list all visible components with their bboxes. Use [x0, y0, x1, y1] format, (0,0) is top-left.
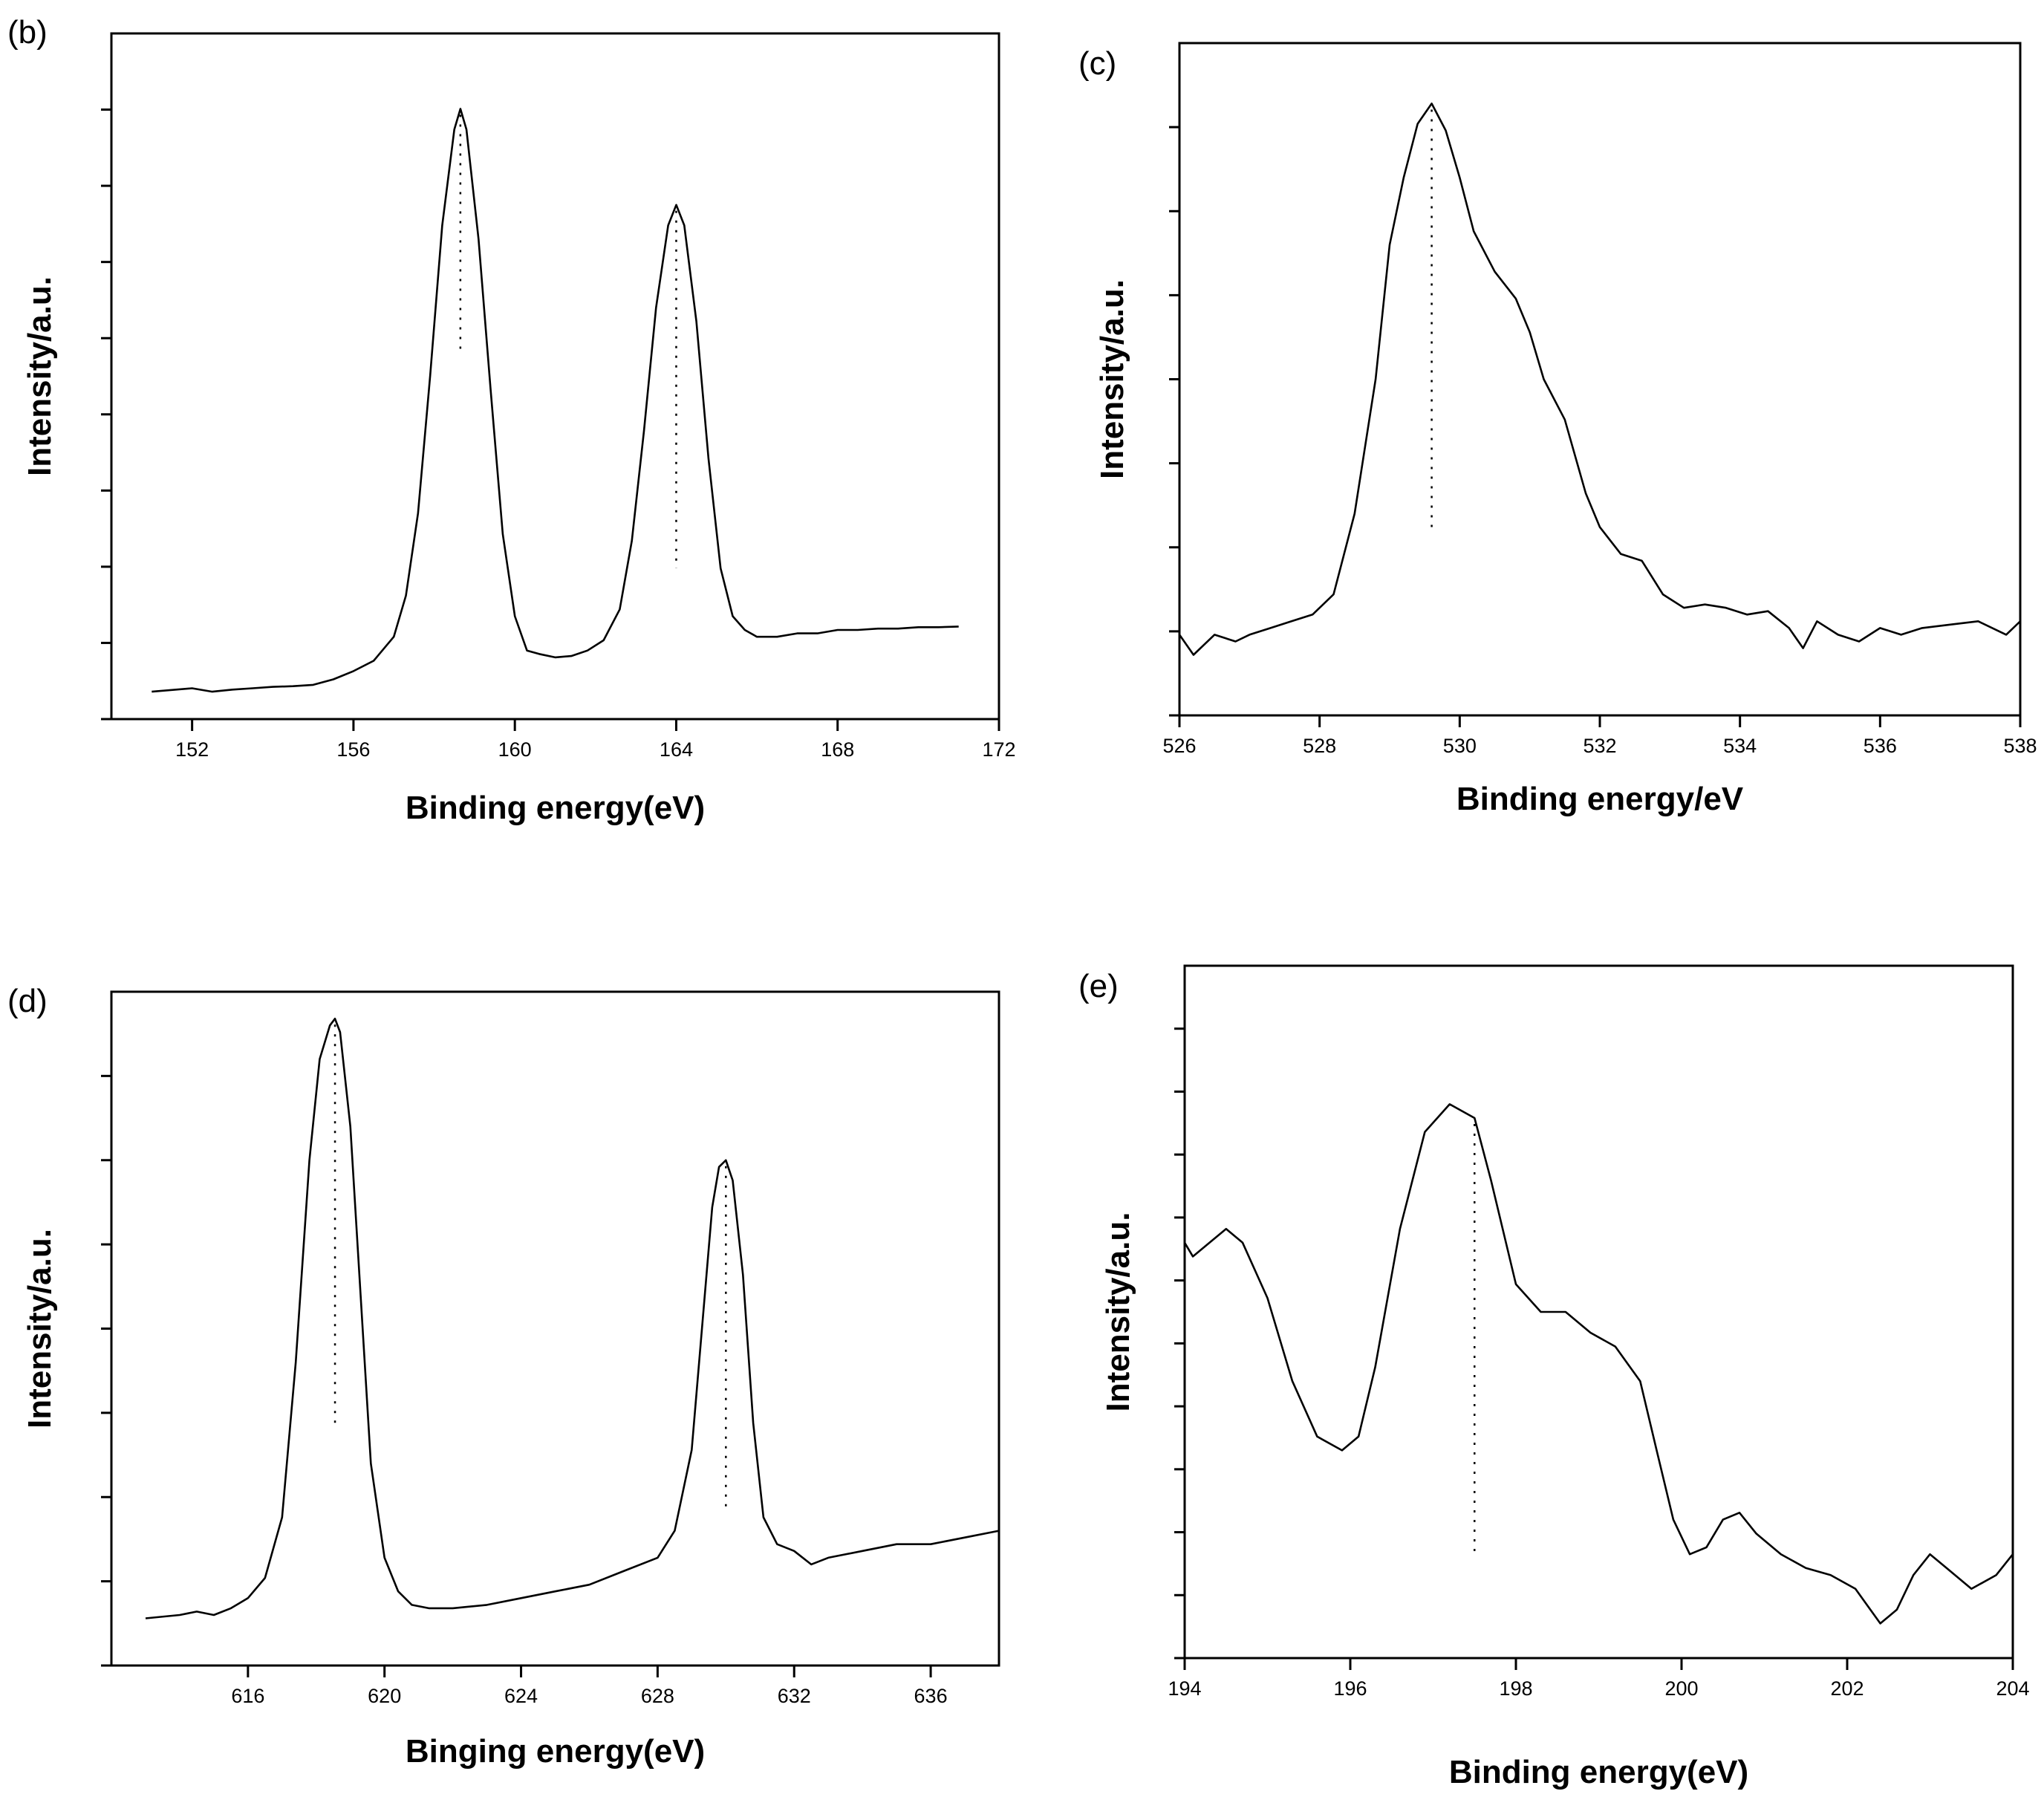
- spectrum-line: [152, 108, 959, 693]
- panel-label: (b): [7, 14, 48, 51]
- x-tick-label: 200: [1664, 1677, 1698, 1700]
- x-tick-label: 624: [504, 1685, 538, 1707]
- chart-panel-d: 616 620 624 628 632 636 (d) Binging energy(eV) I…: [7, 983, 1000, 1770]
- x-tick-label: 538: [2003, 735, 2037, 757]
- chart-panel-e: 194 196 198 200 202 204 (e) Binding energy(eV) I…: [1078, 964, 2030, 1790]
- y-axis-title: Intensity/a.u.: [22, 276, 58, 476]
- y-axis-title: Intensity/a.u.: [1100, 1212, 1136, 1412]
- x-tick-label: 196: [1333, 1677, 1367, 1700]
- plot-frame: [110, 32, 1000, 721]
- x-tick-label: 168: [821, 738, 854, 761]
- x-tick-label: 526: [1162, 735, 1196, 757]
- x-tick-label: 632: [778, 1685, 811, 1707]
- y-axis-title: Intensity/a.u.: [1094, 279, 1130, 479]
- x-tick-label: 636: [914, 1685, 948, 1707]
- panel-label: (e): [1078, 968, 1119, 1004]
- x-tick-label: 204: [1996, 1677, 2029, 1700]
- x-tick-label: 164: [660, 738, 693, 761]
- spectrum-line: [145, 1018, 1000, 1619]
- x-tick-label: 172: [982, 738, 1015, 761]
- x-tick-label: 536: [1864, 735, 1897, 757]
- x-tick-label: 534: [1723, 735, 1757, 757]
- spectrum-line: [1178, 103, 2021, 656]
- x-tick-label: 152: [175, 738, 209, 761]
- x-tick-label: 160: [498, 738, 532, 761]
- x-tick-label: 202: [1830, 1677, 1864, 1700]
- x-tick-label: 530: [1443, 735, 1477, 757]
- x-tick-label: 198: [1499, 1677, 1532, 1700]
- x-tick-label: 628: [641, 1685, 674, 1707]
- x-axis-title: Binging energy(eV): [406, 1733, 705, 1770]
- chart-panel-b: 152 156 160 164 168 172 (b) Binding energy(eV) I…: [7, 14, 1016, 826]
- x-axis-title: Binding energy(eV): [1449, 1754, 1748, 1790]
- x-tick-label: 620: [368, 1685, 401, 1707]
- chart-panel-c: 526 528 530 532 534 536 538 (c) Binding energy/e…: [1078, 42, 2037, 817]
- x-tick-label: 532: [1583, 735, 1616, 757]
- x-tick-label: 194: [1168, 1677, 1201, 1700]
- x-axis-title: Binding energy(eV): [406, 790, 705, 826]
- plot-frame: [1178, 42, 2022, 717]
- x-tick-label: 616: [231, 1685, 264, 1707]
- x-axis-title: Binding energy/eV: [1456, 781, 1744, 817]
- y-axis-title: Intensity/a.u.: [22, 1229, 58, 1429]
- panel-label: (c): [1078, 45, 1116, 82]
- x-tick-label: 528: [1303, 735, 1336, 757]
- panel-label: (d): [7, 983, 48, 1019]
- x-tick-label: 156: [336, 738, 370, 761]
- plot-frame: [110, 990, 1000, 1667]
- spectrum-line: [1183, 1103, 2014, 1625]
- plot-frame: [1183, 964, 2014, 1660]
